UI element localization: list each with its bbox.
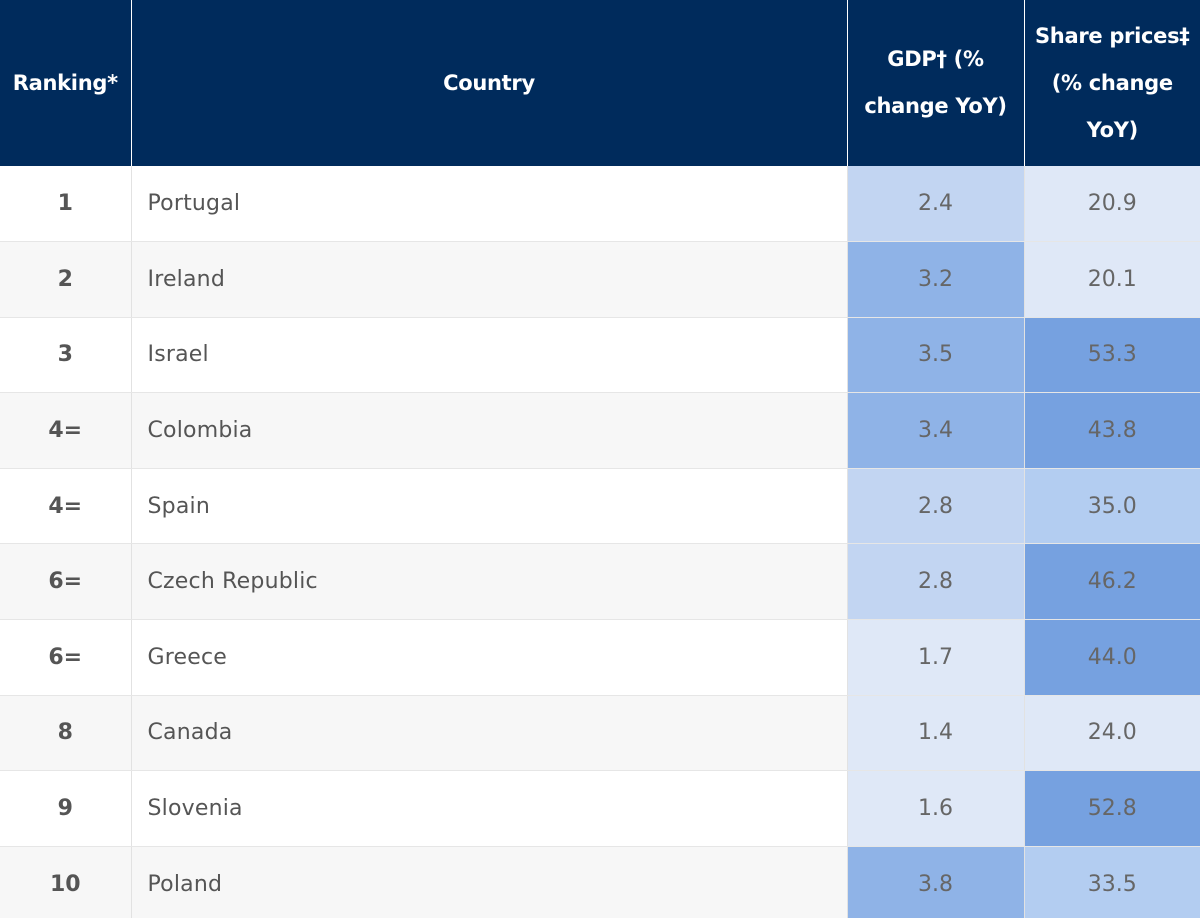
table-header: Ranking* Country GDP† (% change YoY) Sha… [0,0,1200,166]
rank-cell: 10 [0,846,132,918]
rank-cell: 6= [0,619,132,696]
share-price-cell: 35.0 [1024,468,1200,545]
share-price-cell: 24.0 [1024,695,1200,772]
gdp-cell: 1.6 [847,770,1025,847]
country-cell: Colombia [131,392,848,469]
header-ranking[interactable]: Ranking* [0,0,132,166]
share-price-cell: 46.2 [1024,543,1200,621]
share-price-cell: 44.0 [1024,619,1200,696]
table-body: 1 Portugal 2.4 20.9 2 Ireland 3.2 20.1 3 Israel 3.… [0,166,1200,918]
gdp-cell: 2.8 [847,468,1025,545]
table-row: 9 Slovenia 1.6 52.8 [0,770,1200,847]
table-row: 2 Ireland 3.2 20.1 [0,241,1200,318]
table-row: 8 Canada 1.4 24.0 [0,695,1200,772]
rank-cell: 9 [0,770,132,847]
country-cell: Poland [131,846,848,918]
gdp-cell: 3.2 [847,241,1025,318]
table-row: 1 Portugal 2.4 20.9 [0,166,1200,243]
country-cell: Czech Republic [131,543,848,621]
header-gdp[interactable]: GDP† (% change YoY) [847,0,1025,166]
rank-cell: 3 [0,317,132,394]
gdp-cell: 2.4 [847,166,1025,243]
country-cell: Greece [131,619,848,696]
table-row: 10 Poland 3.8 33.5 [0,846,1200,918]
country-cell: Portugal [131,166,848,243]
rank-cell: 1 [0,166,132,243]
country-cell: Spain [131,468,848,545]
country-cell: Canada [131,695,848,772]
share-price-cell: 20.1 [1024,241,1200,318]
table-row: 4= Colombia 3.4 43.8 [0,392,1200,469]
gdp-cell: 3.8 [847,846,1025,918]
rank-cell: 4= [0,468,132,545]
country-cell: Slovenia [131,770,848,847]
rank-cell: 4= [0,392,132,469]
share-price-cell: 53.3 [1024,317,1200,394]
rank-cell: 2 [0,241,132,318]
gdp-cell: 2.8 [847,543,1025,621]
rank-cell: 6= [0,543,132,621]
header-country[interactable]: Country [131,0,848,166]
country-cell: Israel [131,317,848,394]
share-price-cell: 43.8 [1024,392,1200,469]
country-cell: Ireland [131,241,848,318]
rank-cell: 8 [0,695,132,772]
header-share-prices[interactable]: Share prices‡ (% change YoY) [1024,0,1200,166]
share-price-cell: 20.9 [1024,166,1200,243]
gdp-cell: 3.4 [847,392,1025,469]
gdp-cell: 1.7 [847,619,1025,696]
header-row: Ranking* Country GDP† (% change YoY) Sha… [0,0,1200,166]
share-price-cell: 52.8 [1024,770,1200,847]
table-row: 4= Spain 2.8 35.0 [0,468,1200,545]
table-row: 6= Greece 1.7 44.0 [0,619,1200,696]
gdp-cell: 3.5 [847,317,1025,394]
table-row: 3 Israel 3.5 53.3 [0,317,1200,394]
table-row: 6= Czech Republic 2.8 46.2 [0,543,1200,621]
gdp-cell: 1.4 [847,695,1025,772]
share-price-cell: 33.5 [1024,846,1200,918]
